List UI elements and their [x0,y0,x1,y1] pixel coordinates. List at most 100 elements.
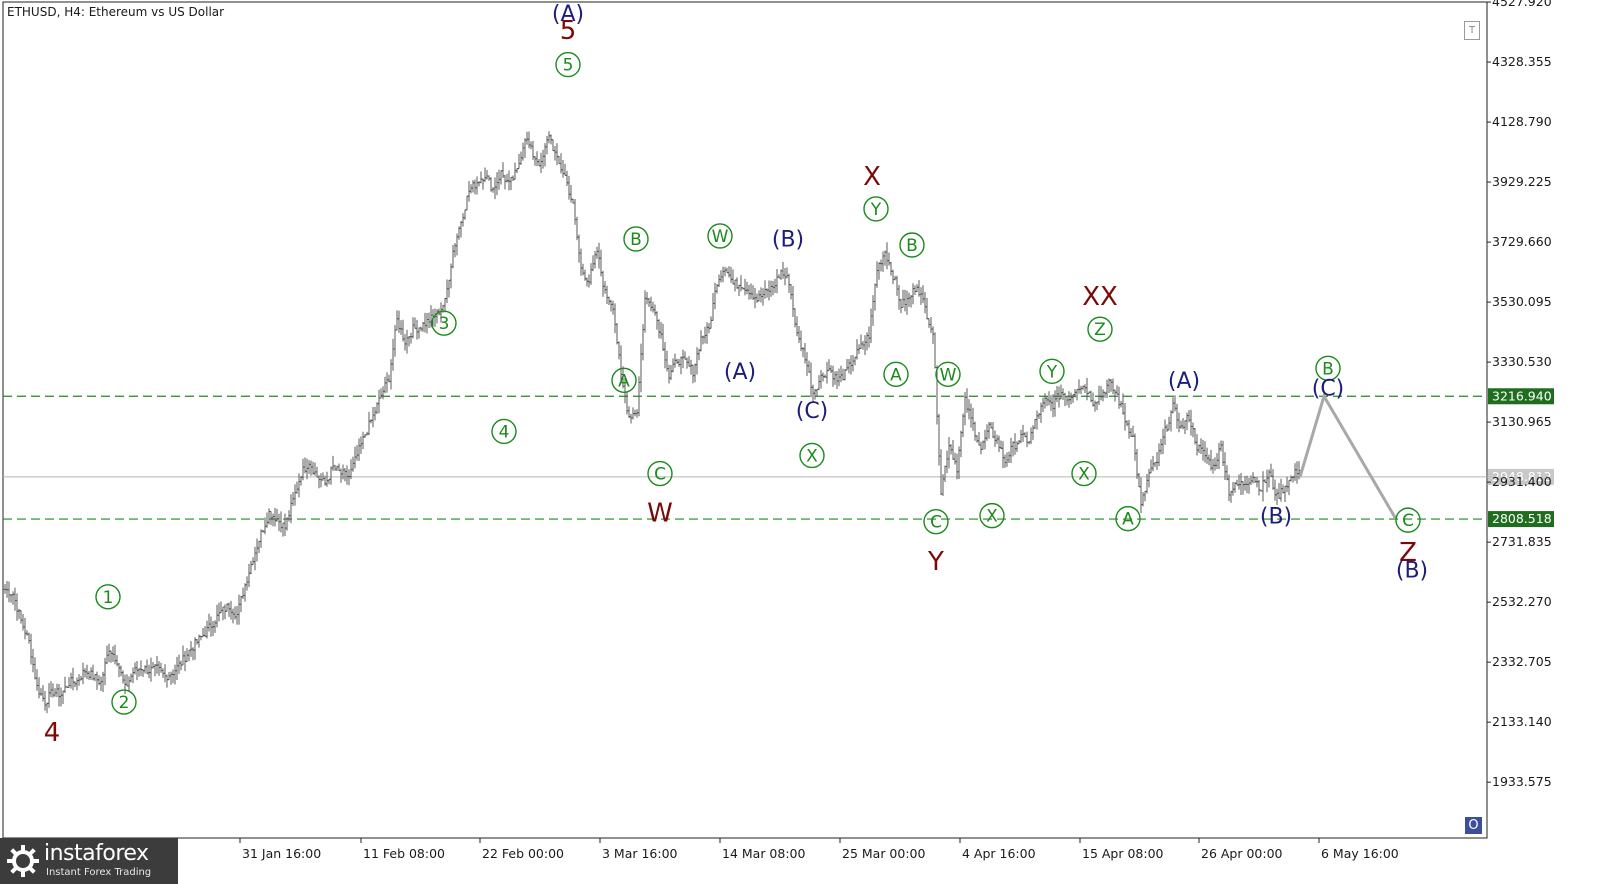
wave-label: A [890,365,902,385]
chart-frame [2,1,1488,839]
x-tick-label: 4 Apr 16:00 [962,846,1036,861]
y-tick-label: 3330.530 [1492,354,1552,369]
price-bars [3,131,1301,714]
wave-label: 1 [103,588,114,608]
wave-label-circle [1039,358,1065,384]
wave-label-circle [611,367,637,394]
wave-label: (C) [1312,377,1345,402]
level-price-tag [1488,388,1554,405]
y-tick-label: 4527.920 [1492,0,1552,9]
wave-label-circle [111,689,137,715]
time-axis[interactable]: 31 Jan 16:00 11 Feb 08:00 22 Feb 00:00 3 Ma… [239,838,1399,861]
wave-label: (A) [1168,369,1200,394]
y-tick-label: 2731.835 [1492,534,1552,549]
level-price-label: 2808.518 [1492,511,1552,526]
wave-label: 5 [563,56,574,76]
y-tick-label: 3929.225 [1492,174,1552,189]
wave-label: 5 [560,16,577,46]
wave-label: Y [1046,362,1058,382]
wave-label: A [618,371,630,391]
wave-label-circle [707,223,733,249]
y-tick-label: 2133.140 [1492,714,1552,729]
current-price-tag [1488,468,1554,485]
x-tick-label: 15 Apr 08:00 [1082,846,1164,861]
wave-label: X [806,446,818,466]
level-lines: 3216.940 2808.518 2948.812 [3,388,1554,528]
wave-label: B [1322,359,1334,379]
wave-label: XX [1082,282,1118,312]
wave-label-circle [623,226,649,252]
y-tick-label: 4128.790 [1492,114,1552,129]
x-tick-label: 31 Jan 16:00 [242,846,321,861]
wave-label-circle [431,310,457,336]
price-axis[interactable]: 4527.920 4328.355 4128.790 3929.225 3729.660… [1487,0,1552,789]
wave-label: A [1122,510,1134,530]
wave-label: W [712,227,729,247]
wave-label: B [630,230,642,250]
wave-label: (B) [1260,504,1292,529]
y-tick-label: 3729.660 [1492,234,1552,249]
wave-label-circle [923,508,949,535]
current-price-label: 2948.812 [1492,469,1552,484]
wave-label-circle [491,418,517,445]
autoscroll-button[interactable]: O [1465,817,1482,834]
x-tick-label: 6 May 16:00 [1321,846,1399,861]
wave-label: (A) [552,2,584,27]
instaforex-logo: instaforex Instant Forex Trading [0,838,178,884]
wave-label: Z [1094,320,1106,340]
wave-label-circle [899,232,925,258]
wave-label: W [647,499,673,529]
wave-label-circle [1115,505,1141,532]
wave-label-circle [799,442,825,469]
wave-label: X [1078,465,1090,485]
wave-label-circle [883,361,909,387]
wave-label: Y [870,200,882,220]
level-price-tag [1488,511,1554,528]
wave-label-circle [1395,507,1421,533]
wave-label: 4 [499,422,510,442]
wave-label-circle [935,361,961,387]
wave-label: 3 [439,314,450,334]
y-tick-label: 3530.095 [1492,294,1552,309]
wave-label-circle [1315,355,1341,381]
y-tick-label: 2332.705 [1492,654,1552,669]
wave-label: 2 [119,693,130,713]
wave-label: W [940,365,957,385]
y-tick-label: 4328.355 [1492,54,1552,69]
x-tick-label: 22 Feb 00:00 [482,846,564,861]
wave-label: B [906,236,918,256]
y-tick-label: 2931.400 [1492,474,1552,489]
logo-name: instaforex [44,841,149,866]
wave-label-circle [863,196,889,222]
x-tick-label: 25 Mar 00:00 [842,846,926,861]
y-tick-label: 1933.575 [1492,774,1552,789]
projection-path [1298,392,1398,520]
wave-label: (A) [724,360,756,385]
x-tick-label: 14 Mar 08:00 [722,846,806,861]
wave-label: 4 [44,718,61,748]
wave-label: (B) [772,228,804,253]
wave-label: (C) [796,399,829,424]
wave-label-circle [555,51,581,78]
wave-label-circle [647,460,673,487]
wave-label: X [863,162,881,192]
x-tick-label: 3 Mar 16:00 [602,846,678,861]
wave-label: C [930,513,942,533]
wave-label: C [1402,511,1414,531]
wave-label: (B) [1396,558,1428,583]
chart-title: ETHUSD, H4: Ethereum vs US Dollar [7,5,224,19]
wave-label-circle [1071,460,1097,487]
wave-label-circle [95,584,121,610]
plot-border [2,1,1488,839]
y-tick-label: 3130.965 [1492,414,1552,429]
x-tick-label: 26 Apr 00:00 [1201,846,1283,861]
wave-label: Y [927,547,944,577]
scroll-lock-button[interactable]: T [1464,21,1480,40]
wave-label-circle [1087,316,1113,342]
gear-logo-icon [7,845,39,877]
wave-label: C [654,465,666,485]
logo-tagline: Instant Forex Trading [46,867,152,878]
y-tick-label: 2532.270 [1492,594,1552,609]
